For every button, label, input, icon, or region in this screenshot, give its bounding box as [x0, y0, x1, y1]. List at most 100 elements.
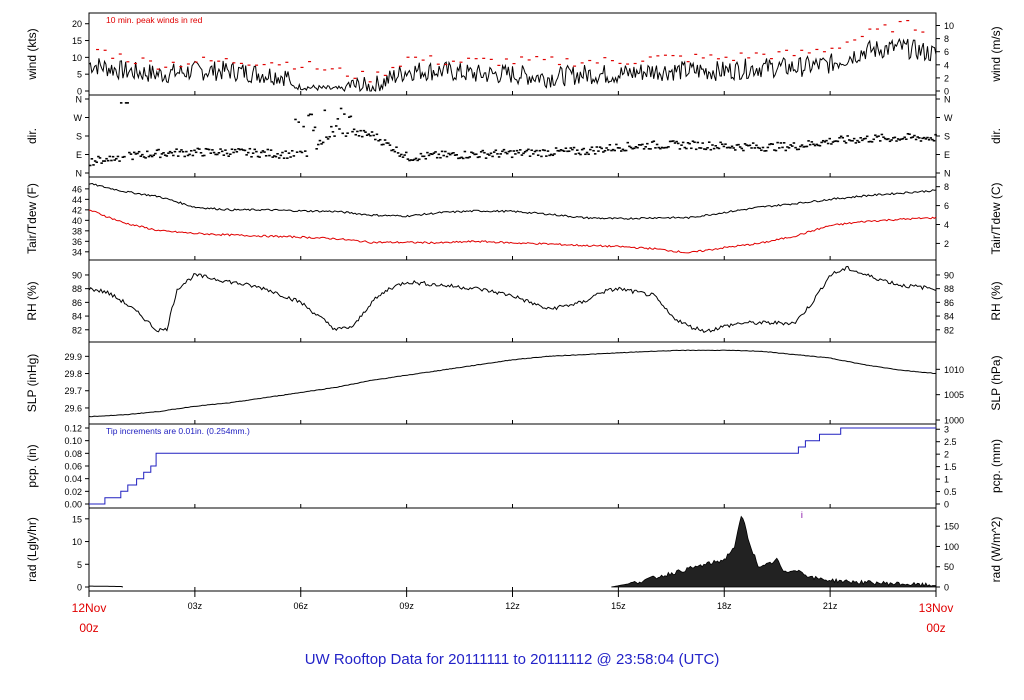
direction-point — [584, 153, 587, 156]
direction-point — [245, 154, 248, 156]
direction-point — [918, 137, 921, 139]
peak-wind-point — [747, 57, 751, 59]
direction-point — [569, 147, 573, 149]
direction-point — [789, 144, 792, 146]
right-tick-label: 2.5 — [944, 437, 957, 447]
direction-point — [636, 146, 639, 149]
direction-point — [515, 149, 519, 152]
peak-wind-point — [406, 56, 410, 58]
direction-point — [593, 153, 597, 155]
direction-point — [489, 152, 493, 155]
direction-point — [155, 149, 159, 152]
direction-point — [825, 139, 828, 142]
direction-point — [170, 151, 173, 154]
direction-point — [760, 149, 763, 152]
direction-point — [253, 148, 257, 151]
direction-point — [663, 146, 667, 149]
direction-point — [289, 156, 292, 158]
peak-wind-point — [436, 63, 440, 65]
right-tick-label: 4 — [944, 220, 949, 230]
right-tick-label: 88 — [944, 284, 954, 294]
direction-point — [805, 145, 809, 148]
left-tick-label: 46 — [72, 184, 82, 194]
direction-point — [598, 146, 602, 148]
direction-point — [501, 150, 504, 153]
direction-point — [642, 148, 646, 150]
right-tick-label: 0.5 — [944, 487, 957, 497]
direction-point — [862, 138, 866, 140]
direction-point — [258, 156, 261, 158]
peak-wind-point — [323, 69, 327, 71]
direction-point — [545, 155, 548, 157]
peak-wind-point — [224, 58, 228, 60]
direction-point — [400, 153, 403, 156]
direction-point — [606, 149, 610, 151]
direction-point — [913, 134, 916, 137]
direction-point — [233, 148, 237, 151]
direction-point — [784, 149, 788, 152]
direction-point — [740, 147, 744, 150]
direction-point — [909, 136, 913, 139]
direction-point — [530, 149, 533, 152]
direction-point — [189, 149, 193, 152]
left-tick-label: 42 — [72, 205, 82, 215]
left-tick-label: 10 — [72, 537, 82, 547]
direction-point — [623, 149, 626, 152]
peak-wind-point — [376, 71, 380, 73]
direction-point — [276, 152, 279, 155]
direction-point — [683, 146, 687, 149]
direction-point — [150, 155, 154, 158]
direction-point — [771, 143, 774, 146]
direction-point — [786, 146, 789, 148]
peak-wind-point — [467, 57, 471, 59]
radiation-night-line — [89, 585, 124, 588]
direction-point — [633, 147, 636, 150]
direction-point — [395, 146, 398, 149]
direction-point — [361, 135, 364, 138]
direction-point — [292, 155, 296, 157]
direction-point — [838, 137, 841, 139]
direction-point — [365, 134, 369, 137]
direction-point — [409, 159, 413, 161]
direction-point — [416, 159, 419, 162]
direction-point — [546, 150, 550, 152]
peak-wind-point — [830, 47, 834, 49]
direction-point — [178, 150, 182, 153]
direction-point — [492, 151, 496, 153]
direction-point — [269, 149, 273, 151]
direction-point — [214, 153, 217, 156]
direction-point — [165, 155, 169, 157]
direction-point — [274, 155, 278, 158]
direction-point — [260, 151, 263, 154]
direction-point — [264, 154, 268, 157]
direction-point — [413, 158, 416, 161]
direction-point — [727, 146, 731, 149]
direction-point — [271, 156, 274, 158]
left-tick-label: 0.08 — [64, 449, 82, 459]
direction-point — [121, 156, 125, 158]
direction-point — [776, 141, 779, 144]
direction-point — [176, 155, 180, 157]
direction-point — [688, 142, 691, 145]
direction-point — [374, 138, 377, 141]
left-tick-label: 36 — [72, 237, 82, 247]
direction-point — [618, 147, 621, 149]
direction-point — [484, 157, 488, 159]
direction-point — [359, 129, 362, 132]
direction-point — [404, 151, 408, 154]
direction-point — [354, 133, 358, 136]
direction-point — [128, 151, 131, 154]
direction-point — [346, 132, 349, 134]
direction-point — [885, 138, 889, 141]
direction-point — [144, 157, 147, 159]
direction-point — [479, 151, 483, 153]
direction-point — [704, 148, 708, 151]
panel-frame — [88, 176, 937, 261]
direction-point — [277, 157, 281, 159]
direction-point — [875, 136, 879, 138]
direction-point — [631, 147, 634, 150]
direction-point — [554, 147, 558, 149]
left-tick-label: 0 — [77, 87, 82, 97]
direction-point — [129, 153, 133, 155]
direction-point — [895, 140, 898, 142]
